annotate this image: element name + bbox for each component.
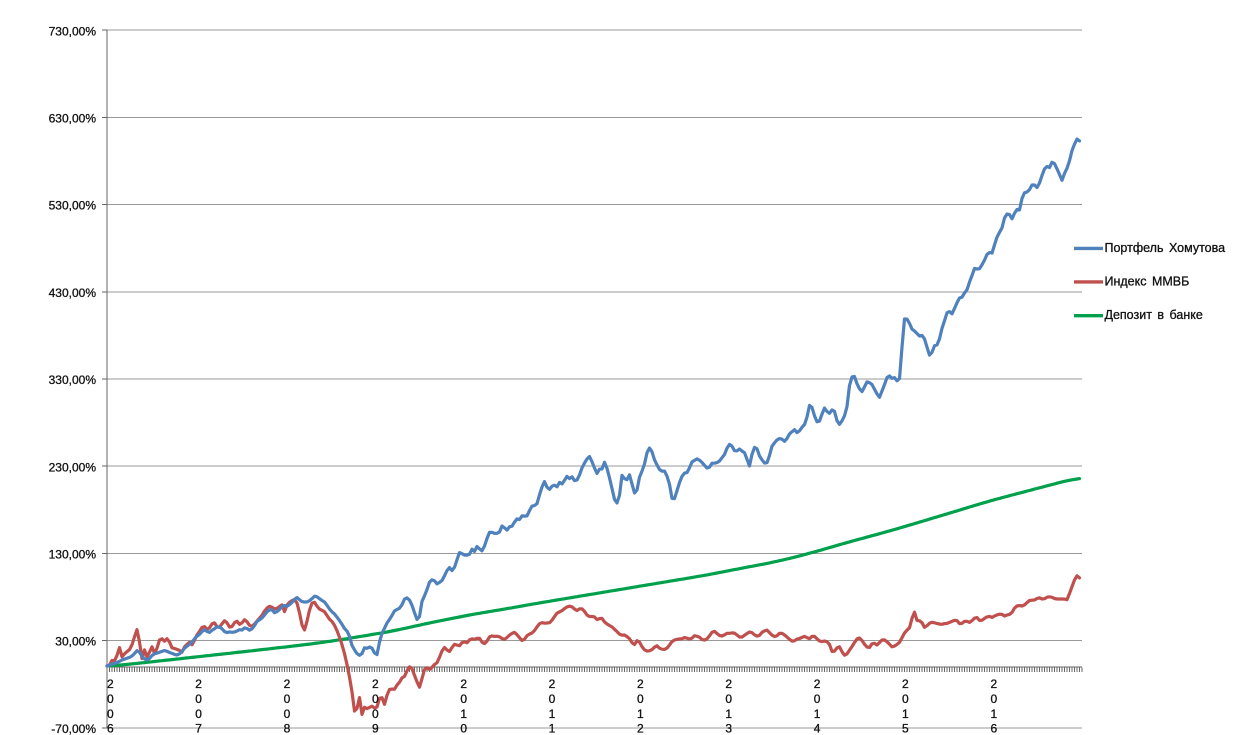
svg-text:0: 0 bbox=[195, 692, 202, 706]
svg-text:6: 6 bbox=[107, 722, 114, 735]
svg-text:Депозит в банке: Депозит в банке bbox=[1105, 308, 1203, 322]
svg-text:630,00%: 630,00% bbox=[49, 112, 97, 126]
svg-text:0: 0 bbox=[460, 692, 467, 706]
svg-text:2: 2 bbox=[195, 677, 202, 691]
svg-text:1: 1 bbox=[637, 707, 644, 721]
svg-text:0: 0 bbox=[284, 692, 291, 706]
svg-text:2: 2 bbox=[637, 677, 644, 691]
svg-text:6: 6 bbox=[990, 722, 997, 735]
svg-text:3: 3 bbox=[725, 722, 732, 735]
svg-text:-70,00%: -70,00% bbox=[51, 722, 96, 735]
svg-text:7: 7 bbox=[195, 722, 202, 735]
svg-text:0: 0 bbox=[814, 692, 821, 706]
svg-text:0: 0 bbox=[725, 692, 732, 706]
svg-text:2: 2 bbox=[107, 677, 114, 691]
svg-text:230,00%: 230,00% bbox=[49, 460, 97, 474]
svg-text:5: 5 bbox=[902, 722, 909, 735]
svg-text:1: 1 bbox=[990, 707, 997, 721]
svg-text:2: 2 bbox=[902, 677, 909, 691]
svg-text:8: 8 bbox=[284, 722, 291, 735]
svg-text:0: 0 bbox=[460, 722, 467, 735]
svg-text:0: 0 bbox=[107, 707, 114, 721]
svg-text:0: 0 bbox=[284, 707, 291, 721]
svg-text:Индекс ММВБ: Индекс ММВБ bbox=[1105, 274, 1190, 288]
svg-text:2: 2 bbox=[637, 722, 644, 735]
svg-text:4: 4 bbox=[814, 722, 821, 735]
svg-text:0: 0 bbox=[195, 707, 202, 721]
svg-text:1: 1 bbox=[549, 722, 556, 735]
svg-text:430,00%: 430,00% bbox=[49, 286, 97, 300]
svg-text:2: 2 bbox=[725, 677, 732, 691]
svg-text:130,00%: 130,00% bbox=[49, 548, 97, 562]
svg-text:2: 2 bbox=[549, 677, 556, 691]
svg-text:330,00%: 330,00% bbox=[49, 373, 97, 387]
svg-text:30,00%: 30,00% bbox=[55, 635, 96, 649]
svg-text:0: 0 bbox=[902, 692, 909, 706]
svg-text:2: 2 bbox=[284, 677, 291, 691]
svg-text:530,00%: 530,00% bbox=[49, 199, 97, 213]
svg-text:0: 0 bbox=[107, 692, 114, 706]
svg-text:1: 1 bbox=[902, 707, 909, 721]
svg-text:0: 0 bbox=[990, 692, 997, 706]
svg-text:1: 1 bbox=[725, 707, 732, 721]
svg-text:0: 0 bbox=[637, 692, 644, 706]
svg-text:730,00%: 730,00% bbox=[49, 24, 97, 38]
svg-text:0: 0 bbox=[372, 692, 379, 706]
svg-text:9: 9 bbox=[372, 722, 379, 735]
svg-text:2: 2 bbox=[460, 677, 467, 691]
svg-text:Портфель Хомутова: Портфель Хомутова bbox=[1105, 241, 1226, 255]
svg-text:2: 2 bbox=[372, 677, 379, 691]
svg-text:0: 0 bbox=[372, 707, 379, 721]
svg-text:2: 2 bbox=[990, 677, 997, 691]
svg-text:1: 1 bbox=[549, 707, 556, 721]
svg-text:1: 1 bbox=[814, 707, 821, 721]
svg-text:0: 0 bbox=[549, 692, 556, 706]
svg-text:1: 1 bbox=[460, 707, 467, 721]
svg-text:2: 2 bbox=[814, 677, 821, 691]
